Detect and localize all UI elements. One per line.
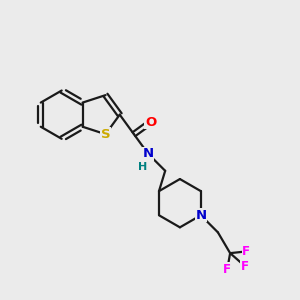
Text: F: F: [223, 263, 231, 276]
Text: S: S: [101, 128, 110, 141]
Text: O: O: [145, 116, 156, 129]
Text: N: N: [142, 147, 154, 160]
Text: F: F: [241, 260, 249, 273]
Text: F: F: [242, 245, 250, 258]
Text: N: N: [195, 209, 206, 222]
Text: H: H: [138, 162, 147, 172]
